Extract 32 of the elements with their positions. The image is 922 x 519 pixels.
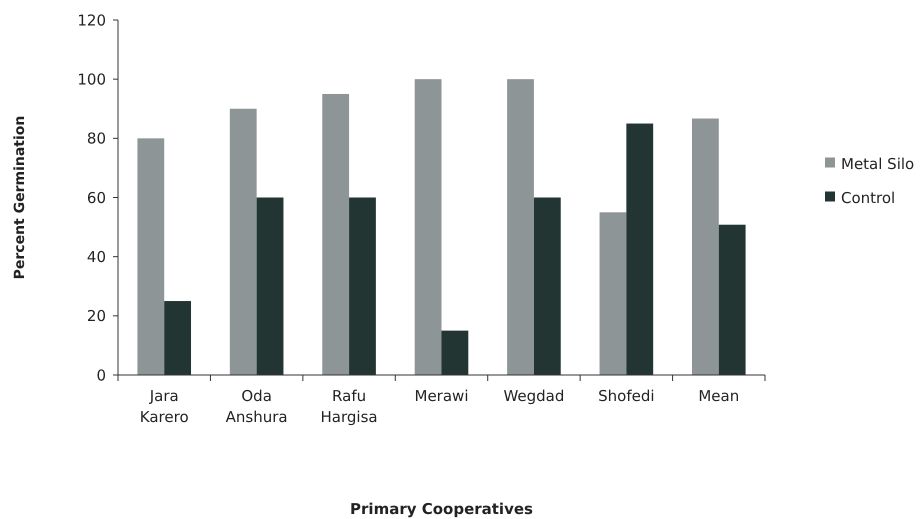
y-tick-label: 40 [86, 248, 106, 266]
x-tick-label: Jara Karero [140, 387, 189, 426]
bar [718, 224, 746, 375]
x-tick-label: Merawi [414, 387, 468, 405]
y-tick-label: 80 [86, 130, 106, 148]
y-tick-label: 120 [77, 11, 106, 30]
y-tick-label: 100 [77, 70, 106, 88]
legend-label: Control [841, 188, 896, 207]
bar [534, 198, 561, 375]
x-tick-label: Oda Anshura [226, 387, 288, 426]
x-axis-title: Primary Cooperatives [350, 500, 534, 518]
bar [322, 94, 350, 375]
bar [442, 330, 468, 375]
x-tick-label: Shofedi [598, 387, 655, 405]
bar [692, 118, 719, 375]
legend-label: Metal Silo [841, 154, 914, 173]
bar [137, 138, 164, 375]
bar [164, 301, 192, 375]
bar [256, 198, 284, 375]
y-tick-label: 20 [86, 307, 106, 326]
bar [507, 79, 534, 375]
bar [626, 124, 654, 375]
bar [230, 108, 257, 375]
x-tick-label: Wegdad [503, 387, 564, 405]
x-tick-label: Rafu Hargisa [320, 387, 378, 426]
y-tick-label: 60 [86, 188, 106, 207]
bar [414, 79, 442, 375]
bar [600, 212, 626, 375]
y-axis-title: Percent Germination [12, 116, 28, 280]
bar [349, 198, 376, 375]
x-tick-label: Mean [698, 387, 740, 405]
y-tick-label: 0 [96, 366, 106, 384]
